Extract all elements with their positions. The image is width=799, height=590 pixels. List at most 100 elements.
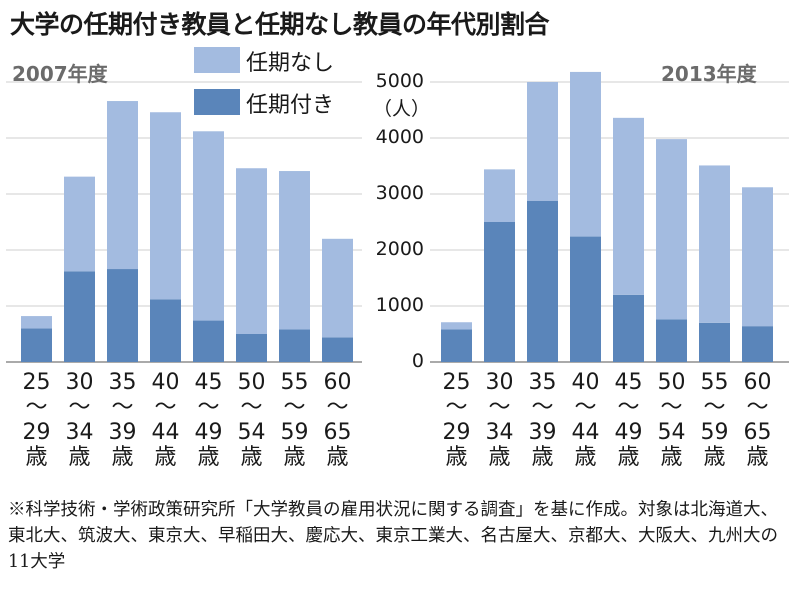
- x-tick-label-part: 歳: [68, 445, 91, 470]
- x-tick-label-part: 歳: [531, 445, 554, 470]
- bar-no-term: [570, 71, 601, 237]
- bar-fixed-term: [279, 329, 310, 362]
- x-tick-label-part: 歳: [660, 445, 683, 470]
- x-tick-label-part: 59: [700, 420, 729, 445]
- x-tick-label-part: 55: [280, 370, 309, 395]
- x-tick-label: 50 ～ 54 歳: [654, 370, 690, 470]
- x-tick-label-part: 40: [571, 370, 600, 395]
- x-tick-label-part: 歳: [154, 445, 177, 470]
- bar-fixed-term: [107, 269, 138, 362]
- x-tick-label-part: ～: [111, 395, 134, 420]
- x-tick-label-part: 歳: [703, 445, 726, 470]
- x-tick-label-part: 39: [108, 420, 137, 445]
- legend-label-no-term: 任期なし: [246, 51, 335, 76]
- bar-no-term: [193, 131, 224, 321]
- x-tick-label-part: 55: [700, 370, 729, 395]
- bar-no-term: [21, 316, 52, 329]
- panel-title-2007: 2007年度: [12, 62, 108, 86]
- bar-fixed-term: [742, 326, 773, 362]
- x-tick-label-part: 歳: [25, 445, 48, 470]
- x-tick-label-part: 歳: [111, 445, 134, 470]
- x-tick-label-part: 30: [485, 370, 514, 395]
- x-tick-label-part: 50: [657, 370, 686, 395]
- x-tick-label-part: 50: [237, 370, 266, 395]
- bar-no-term: [107, 101, 138, 270]
- x-tick-label-part: 54: [657, 420, 686, 445]
- x-tick-label: 35 ～ 39 歳: [105, 370, 141, 470]
- x-tick-label-part: 65: [743, 420, 772, 445]
- bar-fixed-term: [613, 294, 644, 362]
- x-tick-label-part: 60: [743, 370, 772, 395]
- y-tick-label: 1000: [375, 294, 424, 316]
- x-tick-label: 55 ～ 59 歳: [277, 370, 313, 470]
- x-tick-label-part: 40: [151, 370, 180, 395]
- x-tick-label-part: 29: [22, 420, 51, 445]
- x-tick-label: 55 ～ 59 歳: [697, 370, 733, 470]
- x-tick-label-part: 歳: [445, 445, 468, 470]
- bar-fixed-term: [322, 337, 353, 362]
- legend-swatch-no-term: [194, 47, 240, 73]
- bar-fixed-term: [193, 320, 224, 362]
- x-tick-label-part: 49: [614, 420, 643, 445]
- y-tick-label: 4000: [375, 126, 424, 148]
- bar-fixed-term: [441, 329, 472, 362]
- x-tick-label-part: ～: [488, 395, 511, 420]
- x-tick-label-part: 60: [323, 370, 352, 395]
- x-tick-label-part: 54: [237, 420, 266, 445]
- x-tick-label-part: 45: [614, 370, 643, 395]
- bar-no-term: [656, 139, 687, 320]
- x-tick-label-part: 歳: [240, 445, 263, 470]
- x-tick-label: 25 ～ 29 歳: [19, 370, 55, 470]
- legend-swatch-fixed-term: [194, 89, 240, 115]
- chart-title: 大学の任期付き教員と任期なし教員の年代別割合: [10, 10, 550, 39]
- bar-no-term: [322, 238, 353, 338]
- bar-no-term: [64, 176, 95, 272]
- bar-fixed-term: [570, 236, 601, 362]
- x-tick-label: 45 ～ 49 歳: [611, 370, 647, 470]
- y-tick-label: 5000: [375, 70, 424, 92]
- x-tick-label: 40 ～ 44 歳: [148, 370, 184, 470]
- x-tick-label: 30 ～ 34 歳: [482, 370, 518, 470]
- x-tick-label-part: ～: [445, 395, 468, 420]
- x-tick-label: 60 ～ 65 歳: [740, 370, 776, 470]
- x-tick-label-part: 歳: [197, 445, 220, 470]
- y-axis-unit: （人）: [372, 98, 430, 120]
- x-tick-label-part: ～: [240, 395, 263, 420]
- bar-no-term: [613, 117, 644, 295]
- bar-no-term: [484, 169, 515, 222]
- x-tick-label-part: ～: [703, 395, 726, 420]
- x-tick-label: 50 ～ 54 歳: [234, 370, 270, 470]
- x-tick-label-part: ～: [531, 395, 554, 420]
- x-tick-label-part: ～: [25, 395, 48, 420]
- bar-no-term: [699, 165, 730, 323]
- bar-no-term: [527, 82, 558, 201]
- source-note: ※科学技術・学術政策研究所「大学教員の雇用状況に関する調査」を基に作成。対象は北…: [8, 500, 778, 572]
- x-tick-label-part: 34: [485, 420, 514, 445]
- x-tick-label-part: ～: [326, 395, 349, 420]
- bar-no-term: [742, 187, 773, 327]
- x-tick-label-part: 30: [65, 370, 94, 395]
- x-tick-label: 40 ～ 44 歳: [568, 370, 604, 470]
- x-tick-label: 30 ～ 34 歳: [62, 370, 98, 470]
- x-tick-label-part: ～: [660, 395, 683, 420]
- bar-no-term: [441, 322, 472, 330]
- x-tick-label-part: 35: [108, 370, 137, 395]
- x-tick-label-part: ～: [574, 395, 597, 420]
- x-tick-label-part: ～: [746, 395, 769, 420]
- x-tick-label-part: 歳: [617, 445, 640, 470]
- x-tick-label-part: 29: [442, 420, 471, 445]
- bar-fixed-term: [699, 322, 730, 362]
- x-tick-label-part: 65: [323, 420, 352, 445]
- legend-label-fixed-term: 任期付き: [246, 93, 335, 118]
- x-tick-label-part: ～: [154, 395, 177, 420]
- x-tick-label-part: ～: [617, 395, 640, 420]
- x-tick-label-part: 歳: [283, 445, 306, 470]
- x-tick-label-part: 49: [194, 420, 223, 445]
- y-tick-label: 2000: [375, 238, 424, 260]
- x-tick-label: 45 ～ 49 歳: [191, 370, 227, 470]
- x-tick-label: 25 ～ 29 歳: [439, 370, 475, 470]
- bar-fixed-term: [150, 299, 181, 362]
- panel-title-2013: 2013年度: [661, 62, 757, 86]
- x-tick-label: 35 ～ 39 歳: [525, 370, 561, 470]
